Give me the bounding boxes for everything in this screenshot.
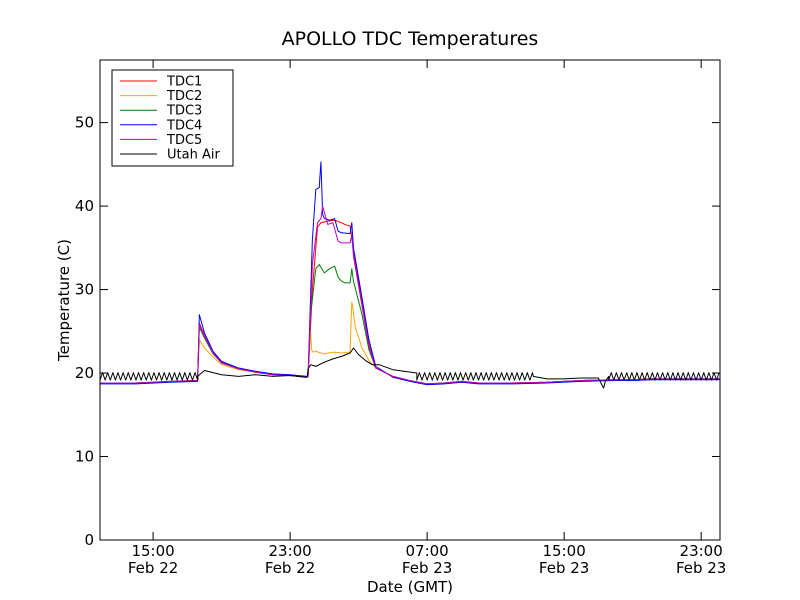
legend-label-tdc1: TDC1: [166, 75, 202, 90]
x-tick-label-date: Feb 23: [402, 559, 452, 577]
x-tick-label-date: Feb 22: [265, 559, 315, 577]
legend-label-tdc2: TDC2: [166, 89, 202, 104]
x-tick-label-time: 07:00: [406, 542, 449, 560]
series-line-tdc1: [100, 219, 720, 385]
series-line-tdc3: [100, 264, 720, 385]
x-tick-label-time: 23:00: [268, 542, 311, 560]
legend-label-tdc4: TDC4: [166, 118, 202, 133]
legend-label-tdc5: TDC5: [166, 133, 202, 148]
x-axis-label: Date (GMT): [367, 578, 453, 596]
legend-label-utah-air: Utah Air: [167, 148, 220, 163]
y-axis-label: Temperature (C): [55, 239, 73, 362]
y-tick-label: 10: [75, 448, 94, 466]
series-line-tdc5: [100, 205, 720, 385]
x-tick-label-date: Feb 23: [676, 559, 726, 577]
y-tick-label: 20: [75, 364, 94, 382]
y-tick-label: 50: [75, 114, 94, 132]
y-tick-label: 0: [84, 531, 94, 549]
y-tick-label: 40: [75, 197, 94, 215]
x-tick-label-time: 15:00: [131, 542, 174, 560]
y-tick-label: 30: [75, 281, 94, 299]
x-tick-label-date: Feb 23: [539, 559, 589, 577]
legend-box: [111, 69, 234, 167]
chart-title: APOLLO TDC Temperatures: [282, 28, 539, 50]
series-line-tdc4: [100, 161, 720, 386]
series-line-utah-air: [100, 347, 720, 389]
x-tick-label-time: 23:00: [680, 542, 723, 560]
plot-frame: [99, 59, 721, 541]
legend-label-tdc3: TDC3: [166, 104, 202, 119]
x-tick-label-time: 15:00: [543, 542, 586, 560]
x-tick-label-date: Feb 22: [128, 559, 178, 577]
